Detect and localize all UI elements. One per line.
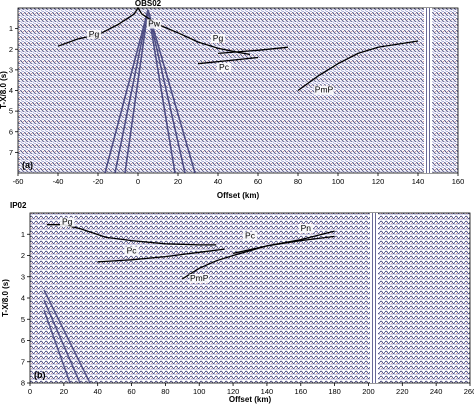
- panel-b-xlabel: Offset (km): [229, 395, 272, 404]
- panel-a-phase-label-2: Pg: [213, 33, 224, 43]
- panel-b-phase-label-bg-1: [124, 246, 139, 256]
- panel-a-xtick-label-7: 80: [294, 177, 302, 186]
- panel-a-ytick-label-3: 4: [9, 86, 13, 95]
- panel-a-ytick-label-1: 2: [9, 45, 13, 54]
- panel-b-phase-label-2: PmP: [190, 273, 209, 283]
- panel-b-pick-pc-1: [97, 248, 225, 263]
- panel-a-phase-label-bg-3: [216, 62, 232, 72]
- panel-b-ytick-label-5: 6: [21, 336, 25, 345]
- panel-a-xtick-label-0: -60: [13, 177, 24, 186]
- panel-b-phase-label-bg-0: [60, 217, 75, 227]
- panel-a-phase-label-3: Pc: [219, 62, 230, 72]
- panel-b-station: IP02: [10, 201, 27, 210]
- panel-b-ytick-label-3: 4: [21, 294, 25, 303]
- panel-a-xtick-label-8: 100: [332, 177, 345, 186]
- panel-b-xtick-label-3: 60: [127, 387, 135, 396]
- panel-a-phase-label-0: Pg: [89, 29, 100, 39]
- panel-a-phase-label-1: Pw: [148, 19, 161, 29]
- panel-a-ytick-label-0: 1: [9, 24, 13, 33]
- panel-b-ylabel: T-X/8.0 (s): [1, 279, 10, 317]
- panel-b-xtick-label-1: 20: [60, 387, 68, 396]
- panel-a-ytick-label-6: 7: [9, 148, 13, 157]
- panel-a-pick-pc-2: [197, 56, 259, 65]
- panel-b-phase-label-1: Pc: [127, 245, 138, 255]
- panel-b-phase-label-bg-2: [189, 274, 210, 283]
- panel-a-ytick-label-2: 3: [9, 65, 13, 74]
- panel-a: -60 -40 -20 0 20 40 60 80 100 120 140 160 1 2 3 4 5 6 7 Pg…: [0, 0, 464, 200]
- panel-a-phase-label-bg-4: [314, 85, 334, 95]
- panel-b-pick-pmp-2: [181, 235, 335, 280]
- panel-b-xtick-label-2: 40: [94, 387, 102, 396]
- panel-b-phase-label-4: Pn: [301, 223, 312, 233]
- panel-a-xtick-label-2: -20: [93, 177, 104, 186]
- panel-b-pick-pn-3: [232, 230, 335, 255]
- panel-b-xtick-label-8: 160: [295, 387, 308, 396]
- panel-b-xtick-label-10: 200: [362, 387, 375, 396]
- panel-a-xtick-label-4: 20: [174, 177, 182, 186]
- panel-b-xtick-label-6: 120: [227, 387, 240, 396]
- panel-a-xtick-label-1: -40: [53, 177, 64, 186]
- panel-b-phase-label-3: Pc: [245, 231, 256, 241]
- panel-b-ytick-label-7: 8: [21, 379, 25, 388]
- panel-a-xtick-label-5: 40: [214, 177, 222, 186]
- panel-b-blank-band: [370, 213, 378, 383]
- panel-b-xtick-label-9: 180: [328, 387, 341, 396]
- panel-b-xtick-label-7: 140: [261, 387, 274, 396]
- panel-a-blank-band: [424, 8, 432, 173]
- panel-a-ticks: -60 -40 -20 0 20 40 60 80 100 120 140 160 1 2 3 4 5 6 7: [9, 24, 464, 186]
- panel-b-phase-label-0: Pg: [62, 217, 73, 227]
- panel-a-station: OBS02: [135, 0, 162, 8]
- panel-b-ytick-label-2: 3: [21, 272, 25, 281]
- panel-a-pick-pg-1: [217, 46, 289, 55]
- panel-b-letter: (b): [34, 370, 46, 380]
- panel-b-phase-label-bg-3: [242, 231, 258, 241]
- panel-b-xtick-label-13: 260: [464, 387, 474, 396]
- panel-a-letter: (a): [22, 160, 33, 170]
- panel-b-ytick-label-0: 1: [21, 230, 25, 239]
- panel-a-xtick-label-11: 160: [452, 177, 465, 186]
- panel-a-phase-label-4: PmP: [315, 85, 334, 95]
- panel-b-phase-label-bg-4: [298, 224, 314, 234]
- panel-b-ytick-label-6: 7: [21, 357, 25, 366]
- panel-b-phase-labels: Pg Pc PmP Pc Pn: [60, 217, 314, 283]
- panel-a-phase-label-bg-0: [86, 29, 102, 39]
- panel-a-traces: [17, 7, 459, 174]
- panel-a-phase-label-bg-1: [146, 19, 162, 29]
- panel-b-ticks: 0 20 40 60 80 100 120 140 160 180 200 220 240 260 1 2 3 4…: [21, 230, 474, 396]
- panel-a-xtick-label-6: 60: [254, 177, 262, 186]
- panel-b-xtick-label-12: 240: [430, 387, 443, 396]
- panel-b-xtick-label-5: 100: [193, 387, 206, 396]
- panel-b-xtick-label-11: 220: [396, 387, 409, 396]
- panel-a-xtick-label-3: 0: [136, 177, 140, 186]
- panel-a-ytick-label-4: 5: [9, 107, 13, 116]
- panel-b-xtick-label-4: 80: [161, 387, 169, 396]
- panel-a-xtick-label-10: 140: [412, 177, 425, 186]
- panel-a-xtick-label-9: 120: [372, 177, 385, 186]
- panel-a-ylabel: T-X/8.0 (s): [0, 71, 8, 109]
- panel-a-pick-pmp-3: [297, 40, 419, 92]
- panel-b-ytick-label-1: 2: [21, 251, 25, 260]
- panel-b-traces: [29, 212, 471, 384]
- panel-a-xlabel: Offset (km): [217, 191, 260, 200]
- panel-b: 0 20 40 60 80 100 120 140 160 180 200 220 240 260 1 2 3 4…: [1, 201, 474, 404]
- panel-a-phase-labels: Pg Pw Pg Pc PmP: [86, 19, 334, 95]
- panel-b-ytick-label-4: 5: [21, 315, 25, 324]
- panel-a-direct-wave-fan: [104, 9, 196, 174]
- panel-b-near-offset-wave: [43, 289, 91, 384]
- panel-a-phase-label-bg-2: [210, 34, 226, 43]
- panel-b-xtick-label-0: 0: [28, 387, 32, 396]
- panel-a-ytick-label-5: 6: [9, 127, 13, 136]
